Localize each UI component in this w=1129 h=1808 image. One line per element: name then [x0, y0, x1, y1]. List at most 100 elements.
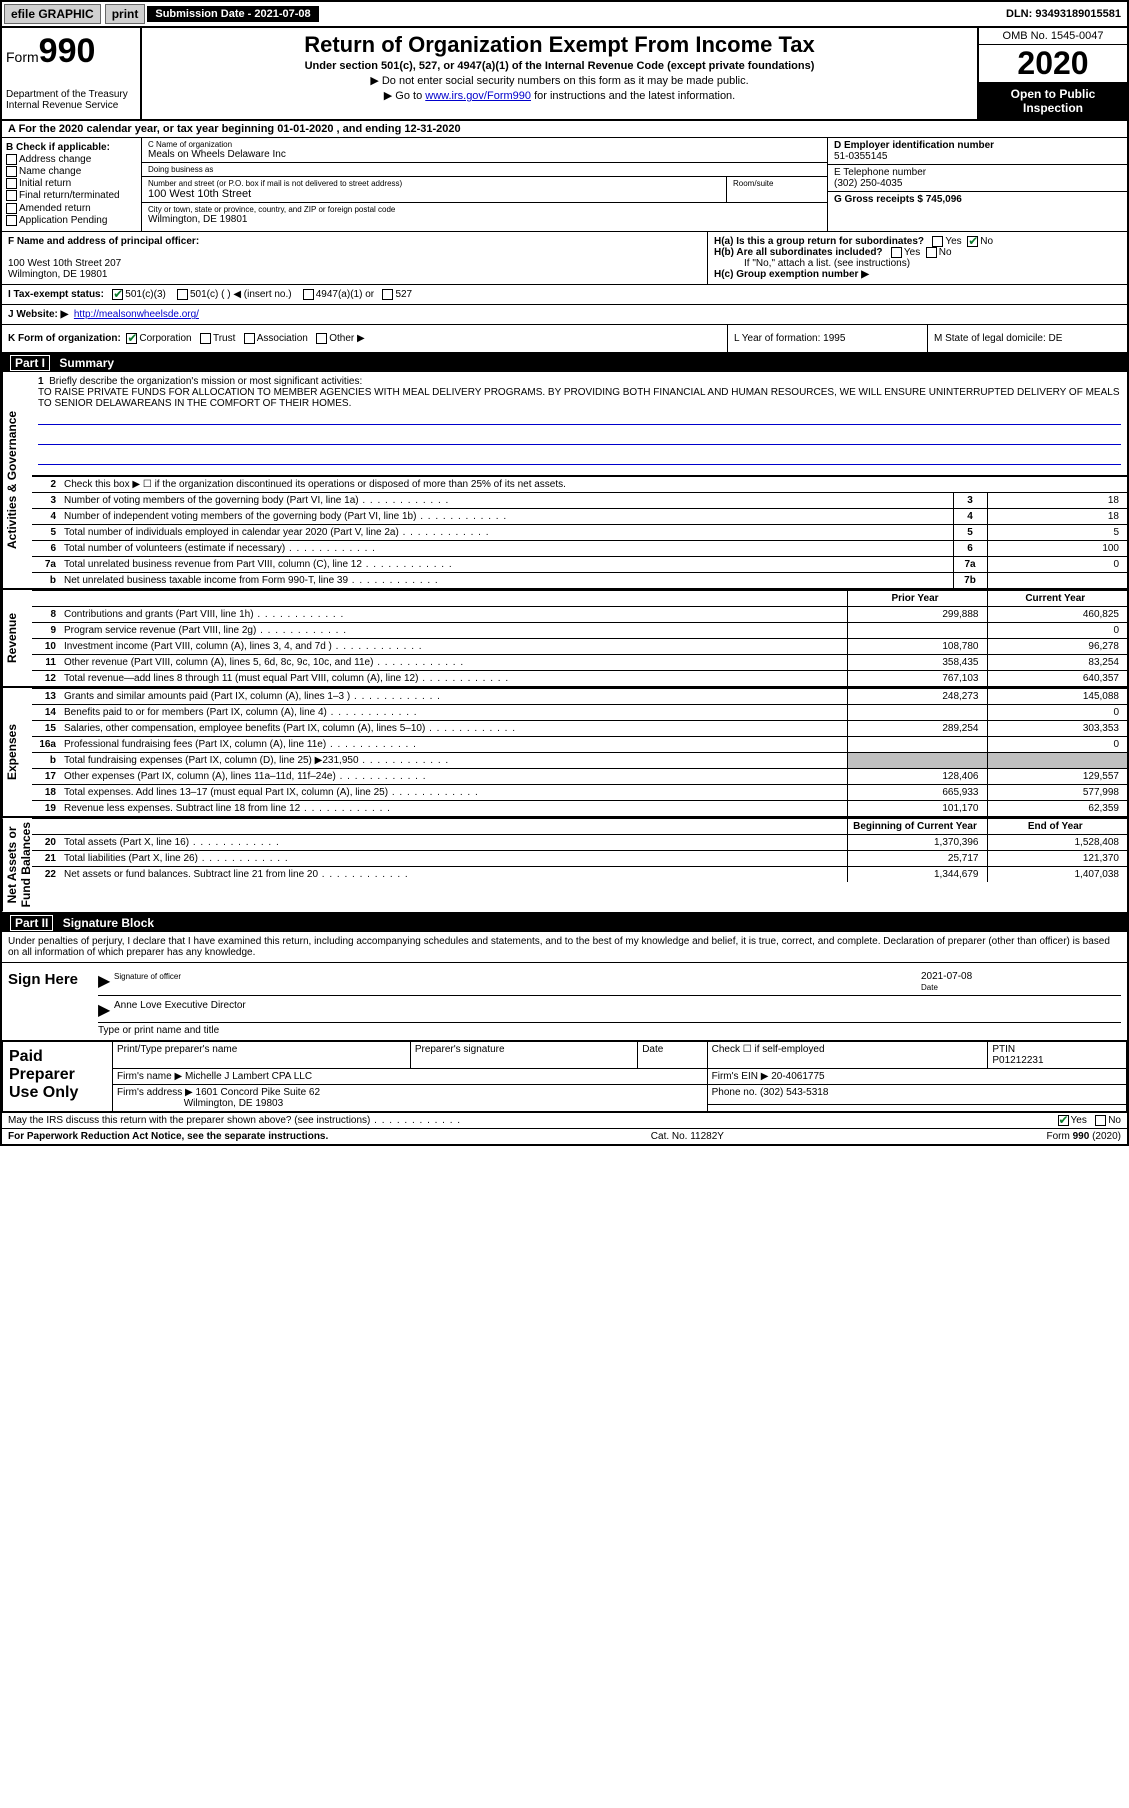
- mission-text: TO RAISE PRIVATE FUNDS FOR ALLOCATION TO…: [38, 387, 1120, 409]
- vtab-revenue: Revenue: [2, 590, 32, 686]
- org-name: Meals on Wheels Delaware Inc: [148, 149, 821, 160]
- opt-other[interactable]: Other ▶: [329, 333, 364, 344]
- hb-label: H(b) Are all subordinates included?: [714, 247, 883, 258]
- state-domicile: M State of legal domicile: DE: [927, 325, 1127, 352]
- goto-pre: ▶ Go to: [384, 90, 425, 102]
- line-9: Program service revenue (Part VIII, line…: [60, 623, 847, 639]
- street-value: 100 West 10th Street: [148, 188, 720, 200]
- form-title: Return of Organization Exempt From Incom…: [150, 32, 969, 58]
- governance-table: 2Check this box ▶ ☐ if the organization …: [32, 476, 1127, 588]
- cat-no: Cat. No. 11282Y: [651, 1131, 724, 1142]
- line-3: Number of voting members of the governin…: [60, 493, 953, 509]
- goto-post: for instructions and the latest informat…: [531, 90, 735, 102]
- year-formation: L Year of formation: 1995: [727, 325, 927, 352]
- preparer-date-hdr: Date: [638, 1041, 707, 1068]
- ha-yes[interactable]: Yes: [945, 236, 961, 247]
- row-a-tax-year: A For the 2020 calendar year, or tax yea…: [2, 121, 1127, 138]
- activities-governance: Activities & Governance 1 Briefly descri…: [2, 372, 1127, 590]
- mission-block: 1 Briefly describe the organization's mi…: [32, 372, 1127, 476]
- row-f-h: F Name and address of principal officer:…: [2, 232, 1127, 285]
- line-1-num: 1: [38, 376, 44, 387]
- opt-527[interactable]: 527: [395, 289, 412, 300]
- opt-501c[interactable]: 501(c) ( ) ◀ (insert no.): [190, 289, 292, 300]
- box-f: F Name and address of principal officer:…: [2, 232, 707, 284]
- signature-intro: Under penalties of perjury, I declare th…: [2, 932, 1127, 963]
- box-c: C Name of organization Meals on Wheels D…: [142, 138, 827, 231]
- vtab-activities: Activities & Governance: [2, 372, 32, 588]
- dept-treasury: Department of the Treasury Internal Reve…: [6, 89, 136, 111]
- gross-receipts: G Gross receipts $ 745,096: [834, 194, 962, 205]
- discuss-yes[interactable]: Yes: [1071, 1115, 1087, 1126]
- opt-trust[interactable]: Trust: [213, 333, 235, 344]
- irs-link[interactable]: www.irs.gov/Form990: [425, 90, 531, 102]
- opt-4947[interactable]: 4947(a)(1) or: [316, 289, 374, 300]
- line-b: Net unrelated business taxable income fr…: [60, 573, 953, 589]
- website-link[interactable]: http://mealsonwheelsde.org/: [74, 309, 199, 320]
- opt-corporation[interactable]: Corporation: [139, 333, 191, 344]
- line-4: Number of independent voting members of …: [60, 509, 953, 525]
- chk-name-change[interactable]: Name change: [6, 166, 137, 177]
- revenue-table: Prior YearCurrent Year 8Contributions an…: [32, 590, 1127, 686]
- part-ii-header: Part II Signature Block: [2, 914, 1127, 932]
- phone-label: E Telephone number: [834, 167, 926, 178]
- row-j: J Website: ▶ http://mealsonwheelsde.org/: [2, 305, 1127, 325]
- ssn-notice: ▶ Do not enter social security numbers o…: [150, 74, 969, 87]
- chk-final-return[interactable]: Final return/terminated: [6, 190, 137, 201]
- line-5: Total number of individuals employed in …: [60, 525, 953, 541]
- phone-value: (302) 250-4035: [834, 178, 902, 189]
- vtab-expenses: Expenses: [2, 688, 32, 816]
- line-10: Investment income (Part VIII, column (A)…: [60, 639, 847, 655]
- website-label: J Website: ▶: [8, 309, 68, 320]
- opt-association[interactable]: Association: [257, 333, 308, 344]
- sig-date: 2021-07-08: [921, 971, 972, 982]
- chk-address-change[interactable]: Address change: [6, 154, 137, 165]
- line-15: Salaries, other compensation, employee b…: [60, 721, 847, 737]
- officer-name: Anne Love Executive Director: [114, 1000, 246, 1020]
- discuss-no[interactable]: No: [1108, 1115, 1121, 1126]
- row-k-l-m: K Form of organization: Corporation Trus…: [2, 325, 1127, 354]
- hb-no[interactable]: No: [939, 247, 952, 258]
- ein-value: 51-0355145: [834, 151, 887, 162]
- officer-addr1: 100 West 10th Street 207: [8, 258, 121, 269]
- line-22: Net assets or fund balances. Subtract li…: [60, 867, 847, 883]
- firm-name: Michelle J Lambert CPA LLC: [185, 1071, 312, 1082]
- preparer-sig-hdr: Preparer's signature: [410, 1041, 637, 1068]
- line-14: Benefits paid to or for members (Part IX…: [60, 705, 847, 721]
- line-20: Total assets (Part X, line 16): [60, 835, 847, 851]
- form-header: Form990 Department of the Treasury Inter…: [2, 28, 1127, 121]
- self-employed-hdr: Check ☐ if self-employed: [707, 1041, 988, 1068]
- box-d-e-g: D Employer identification number 51-0355…: [827, 138, 1127, 231]
- chk-amended[interactable]: Amended return: [6, 203, 137, 214]
- street-label: Number and street (or P.O. box if mail i…: [148, 179, 720, 188]
- revenue-section: Revenue Prior YearCurrent Year 8Contribu…: [2, 590, 1127, 688]
- discuss-label: May the IRS discuss this return with the…: [8, 1115, 461, 1126]
- efile-button[interactable]: efile GRAPHIC: [4, 4, 101, 24]
- paid-preparer-block: Paid Preparer Use Only Print/Type prepar…: [2, 1041, 1127, 1112]
- org-name-label: C Name of organization: [148, 140, 821, 149]
- line-19: Revenue less expenses. Subtract line 18 …: [60, 801, 847, 817]
- ha-no[interactable]: No: [980, 236, 993, 247]
- part-i-title: Summary: [59, 356, 114, 370]
- firm-ein-label: Firm's EIN ▶: [712, 1071, 769, 1082]
- firm-phone: (302) 543-5318: [760, 1087, 828, 1098]
- line-17: Other expenses (Part IX, column (A), lin…: [60, 769, 847, 785]
- firm-ein: 20-4061775: [771, 1071, 824, 1082]
- hb-yes[interactable]: Yes: [904, 247, 920, 258]
- chk-app-pending[interactable]: Application Pending: [6, 215, 137, 226]
- opt-501c3[interactable]: 501(c)(3): [125, 289, 166, 300]
- form-subtitle: Under section 501(c), 527, or 4947(a)(1)…: [150, 60, 969, 72]
- vtab-net-assets: Net Assets or Fund Balances: [2, 818, 32, 911]
- chk-initial-return[interactable]: Initial return: [6, 178, 137, 189]
- dba-label: Doing business as: [148, 165, 821, 174]
- line-11: Other revenue (Part VIII, column (A), li…: [60, 655, 847, 671]
- firm-name-label: Firm's name ▶: [117, 1071, 182, 1082]
- firm-addr-label: Firm's address ▶: [117, 1087, 193, 1098]
- print-button[interactable]: print: [105, 4, 146, 24]
- part-i-header: Part I Summary: [2, 354, 1127, 372]
- prior-year-hdr: Prior Year: [847, 591, 987, 607]
- ptin-hdr: PTIN: [992, 1044, 1015, 1055]
- top-toolbar: efile GRAPHIC print Submission Date - 20…: [0, 0, 1129, 28]
- line-21: Total liabilities (Part X, line 26): [60, 851, 847, 867]
- expenses-section: Expenses 13Grants and similar amounts pa…: [2, 688, 1127, 818]
- form-org-label: K Form of organization:: [8, 333, 121, 344]
